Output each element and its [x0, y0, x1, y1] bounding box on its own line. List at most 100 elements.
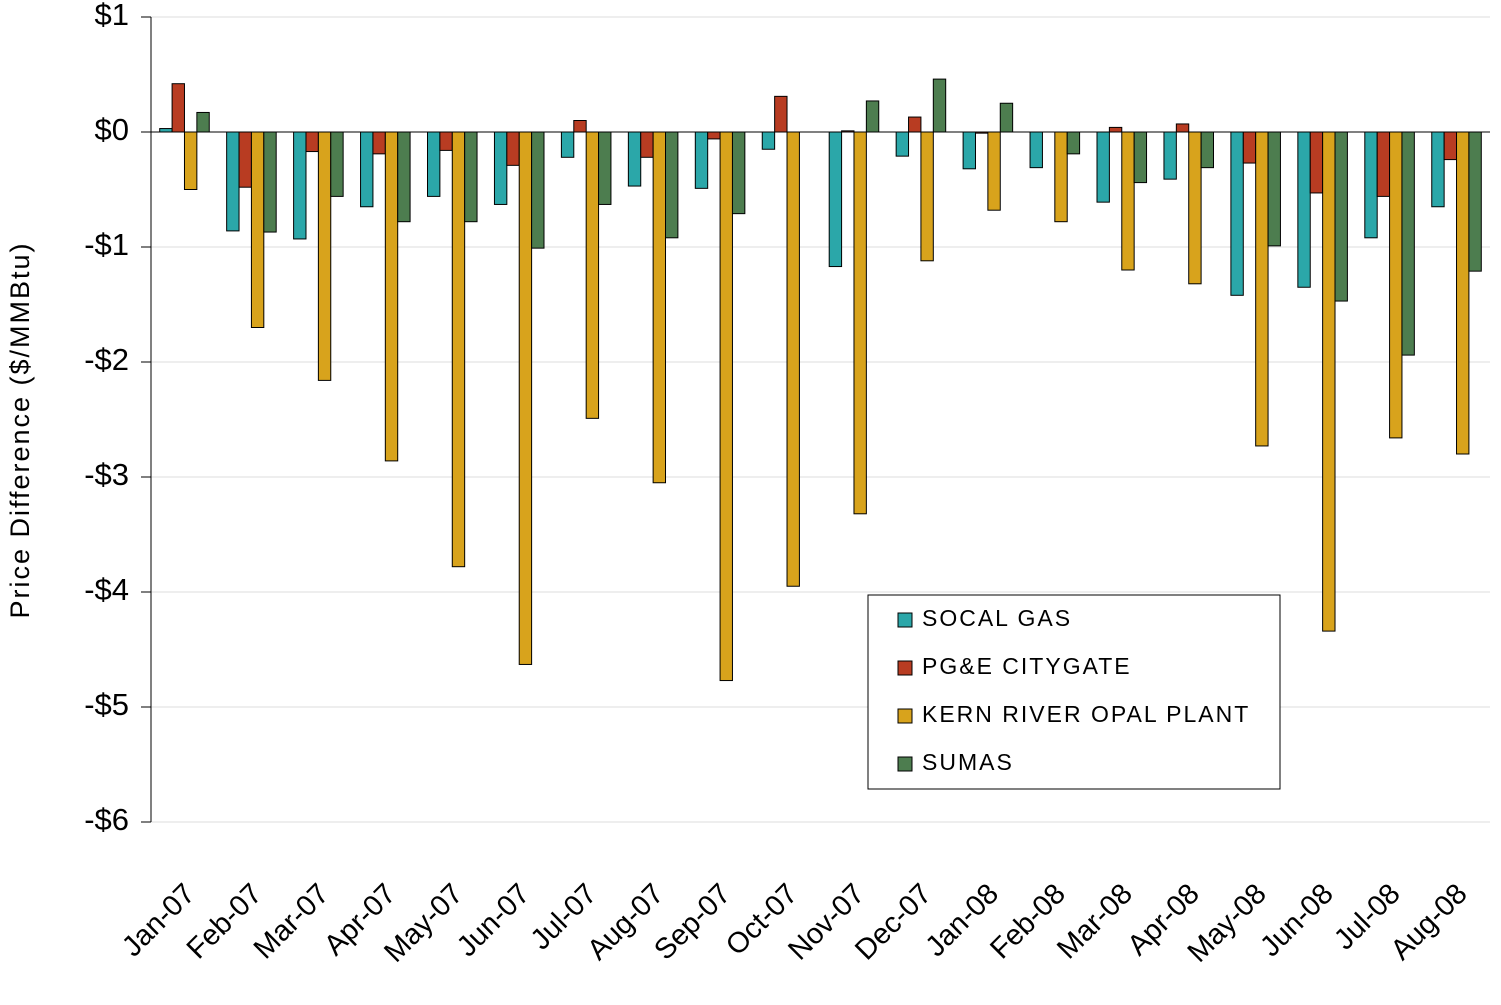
- bar: [853, 131, 867, 515]
- bar: [1456, 131, 1470, 455]
- bar: [1188, 131, 1202, 285]
- bar: [627, 131, 642, 187]
- x-tick-label: Feb-07: [181, 878, 269, 966]
- bar: [920, 131, 934, 262]
- bar: [464, 131, 478, 223]
- bar: [159, 128, 173, 133]
- bar: [1334, 131, 1348, 302]
- bar: [1175, 123, 1190, 133]
- x-tick-label: Sep-07: [648, 878, 737, 967]
- bar: [987, 131, 1001, 211]
- bar: [1431, 131, 1445, 208]
- bar: [1322, 131, 1336, 632]
- x-tick-label: Aug-08: [1385, 878, 1474, 967]
- bar: [962, 131, 976, 170]
- y-tick-label: -$5: [84, 687, 129, 722]
- legend-label: SUMAS: [922, 749, 1014, 775]
- bar: [1401, 131, 1415, 356]
- legend-swatch: [897, 660, 913, 676]
- bar: [263, 131, 277, 233]
- legend-swatch: [897, 708, 913, 724]
- bar: [908, 116, 922, 133]
- bar: [585, 131, 600, 419]
- bar: [999, 102, 1014, 133]
- bar: [865, 100, 880, 133]
- y-tick-label: -$4: [84, 572, 129, 607]
- bar: [1297, 131, 1311, 288]
- y-tick-label: -$3: [84, 457, 129, 492]
- x-tick-label: Jun-08: [1254, 878, 1339, 963]
- bar: [439, 131, 453, 151]
- bar: [1309, 131, 1324, 194]
- y-tick-label: -$6: [84, 802, 129, 837]
- bar: [317, 131, 332, 381]
- bar: [427, 131, 441, 197]
- y-axis-label: Price Difference ($/MMBtu): [5, 241, 35, 618]
- legend-box: [867, 594, 1281, 790]
- bar: [330, 131, 344, 197]
- bar: [238, 131, 252, 188]
- bar: [196, 111, 210, 133]
- bar: [560, 131, 575, 158]
- bar: [360, 131, 374, 208]
- bar: [665, 131, 679, 239]
- x-tick-label: Feb-08: [984, 878, 1072, 966]
- legend-label: KERN RIVER OPAL PLANT: [922, 701, 1250, 727]
- bar: [761, 131, 776, 150]
- bar: [1364, 131, 1378, 239]
- bar: [451, 131, 466, 568]
- legend-swatch: [897, 612, 913, 628]
- bar: [250, 131, 265, 328]
- bar: [707, 131, 721, 140]
- bar: [305, 131, 319, 153]
- bar: [171, 83, 185, 133]
- bar: [293, 131, 307, 240]
- bar: [731, 131, 746, 215]
- y-tick-label: $0: [95, 112, 129, 147]
- bar: [372, 131, 386, 155]
- bar: [694, 131, 709, 189]
- bar: [1443, 131, 1458, 161]
- bar: [1108, 126, 1123, 133]
- bar: [384, 131, 399, 462]
- bar: [1468, 131, 1482, 272]
- bar: [1242, 131, 1257, 164]
- bar: [895, 131, 910, 157]
- bar: [1267, 131, 1281, 247]
- bar: [573, 120, 587, 133]
- bar: [828, 131, 843, 268]
- x-tick-label: Mar-07: [248, 878, 336, 966]
- bar: [1255, 131, 1269, 447]
- bar: [932, 78, 947, 133]
- bar: [640, 131, 654, 158]
- bar: [719, 131, 733, 682]
- bar: [774, 95, 788, 133]
- bar: [1389, 131, 1403, 439]
- legend-label: SOCAL GAS: [922, 605, 1072, 631]
- bar: [1230, 131, 1244, 296]
- x-tick-label: Jun-07: [451, 878, 536, 963]
- bar: [1029, 131, 1043, 169]
- bar: [1066, 131, 1081, 155]
- y-tick-label: -$2: [84, 342, 129, 377]
- bar: [1133, 131, 1148, 184]
- y-tick-label: -$1: [84, 227, 129, 262]
- legend-label: PG&E CITYGATE: [922, 653, 1132, 679]
- bar: [1096, 131, 1110, 203]
- bar: [786, 131, 800, 587]
- y-tick-label: $1: [95, 0, 129, 32]
- bar: [506, 131, 520, 166]
- bar: [1054, 131, 1068, 223]
- bar: [226, 131, 240, 232]
- bar: [1376, 131, 1391, 197]
- bar: [652, 131, 667, 484]
- bar: [1121, 131, 1135, 271]
- bar: [183, 131, 198, 190]
- x-tick-label: Dec-07: [849, 878, 938, 967]
- bar: [397, 131, 411, 223]
- bar: [598, 131, 612, 205]
- bar: [1163, 131, 1177, 180]
- legend-swatch: [897, 756, 913, 772]
